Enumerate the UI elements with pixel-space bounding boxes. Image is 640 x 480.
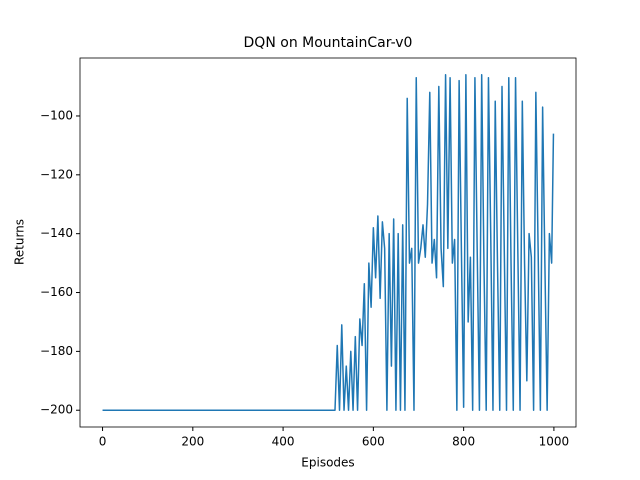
x-tick-label: 1000 (539, 435, 570, 449)
x-tick-label: 400 (272, 435, 295, 449)
line (102, 74, 555, 411)
x-tick-label: 200 (181, 435, 204, 449)
x-tick-label: 800 (452, 435, 475, 449)
x-axis-label: Episodes (301, 456, 354, 470)
y-axis-label: Returns (13, 219, 27, 265)
x-tick-label: 600 (362, 435, 385, 449)
y-tick-label: −100 (40, 108, 73, 122)
chart-title: DQN on MountainCar-v0 (244, 35, 413, 51)
y-tick-label: −180 (40, 344, 73, 358)
y-tick-label: −120 (40, 167, 73, 181)
plot-frame (79, 57, 577, 428)
y-tick-label: −140 (40, 226, 73, 240)
y-tick-label: −160 (40, 285, 73, 299)
x-tick-label: 0 (99, 435, 107, 449)
y-tick-label: −200 (40, 403, 73, 417)
